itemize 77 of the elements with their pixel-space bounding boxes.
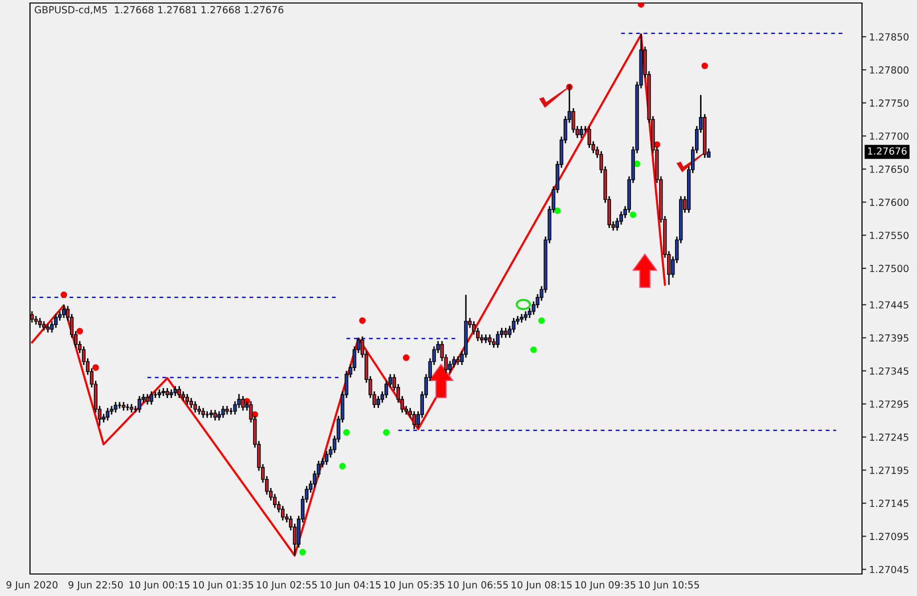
candlestick	[241, 395, 245, 412]
y-tick-label: 1.27800	[870, 66, 909, 74]
point	[76, 328, 84, 334]
candlestick	[42, 320, 46, 332]
y-tick-label: 1.27445	[870, 301, 908, 309]
y-tick-label: 1.27195	[870, 466, 908, 474]
candlestick	[588, 125, 592, 149]
point	[359, 317, 366, 324]
candlestick	[189, 397, 194, 409]
point	[299, 548, 306, 556]
point	[383, 429, 390, 436]
point	[630, 211, 636, 218]
candlestick	[185, 393, 190, 406]
y-tick-label: 1.27095	[870, 532, 908, 540]
x-tick-label: 10 Jun 04:15	[320, 581, 380, 590]
point	[538, 317, 545, 324]
candlestick	[38, 317, 42, 329]
candlestick	[524, 310, 528, 322]
y-tick-label: 1.27345	[870, 367, 908, 375]
text: 1.27676	[868, 147, 907, 155]
candlestick	[146, 393, 150, 406]
y-tick-label: 1.27550	[870, 232, 909, 240]
candlestick	[166, 387, 170, 399]
y-tick-label: 1.27850	[870, 33, 909, 41]
x-tick-label: 10 Jun 08:15	[512, 581, 572, 590]
point	[702, 62, 708, 70]
y-tick-label: 1.27045	[870, 566, 908, 574]
point	[343, 429, 350, 436]
candlestick	[412, 410, 416, 430]
candlestick	[580, 125, 584, 139]
y-tick-label: 1.27245	[870, 434, 908, 441]
candlestick	[201, 407, 205, 419]
candlestick	[114, 401, 118, 414]
candlestick	[106, 407, 110, 422]
candlestick	[150, 390, 154, 406]
x-tick-label: 9 Jun 2020	[6, 581, 58, 590]
candlestick	[193, 400, 198, 414]
y-tick-label: 1.27700	[870, 132, 909, 140]
candlestick	[504, 327, 508, 338]
y-tick-label: 1.27145	[870, 500, 908, 508]
candlestick	[496, 330, 500, 348]
point	[60, 292, 68, 298]
x-tick-label: 10 Jun 10:55	[639, 581, 699, 590]
point	[554, 208, 561, 214]
y-tick-label: 1.27600	[870, 198, 909, 206]
point	[530, 346, 537, 353]
candlestick	[448, 360, 452, 374]
y-tick-label: 1.27650	[870, 166, 909, 173]
y-tick-label: 1.27295	[870, 400, 908, 408]
candlestick	[177, 385, 182, 399]
x-tick-label: 9 Jun 22:50	[68, 581, 123, 590]
candlestick	[54, 313, 58, 329]
x-tick-label: 10 Jun 02:55	[256, 581, 317, 590]
y-tick-label: 1.27395	[870, 334, 908, 342]
x-tick-label: 10 Jun 05:35	[384, 581, 444, 590]
y-tick-label: 1.27750	[870, 99, 909, 107]
candlestick	[213, 409, 217, 422]
candlestick	[62, 304, 66, 319]
x-tick-label: 10 Jun 01:35	[193, 581, 254, 590]
point	[638, 3, 644, 8]
candlestick	[173, 385, 178, 397]
x-tick-label: 10 Jun 00:15	[130, 581, 190, 590]
point	[92, 364, 99, 371]
x-tick-label: 10 Jun 06:55	[448, 581, 508, 590]
candlestick	[492, 338, 496, 348]
point	[339, 462, 346, 470]
candlestick	[280, 505, 285, 522]
line-series	[30, 34, 666, 557]
chart-title: GBPUSD-cd,M5 1.27668 1.27681 1.27668 1.27676	[34, 6, 284, 14]
y-tick-label: 1.27500	[870, 264, 909, 272]
candlestick	[324, 450, 328, 466]
point	[402, 354, 410, 361]
candlestick	[138, 395, 142, 414]
x-tick-label: 10 Jun 09:35	[575, 581, 636, 590]
candlestick	[376, 395, 380, 409]
candlestick	[488, 334, 492, 346]
candlestick	[221, 405, 225, 419]
